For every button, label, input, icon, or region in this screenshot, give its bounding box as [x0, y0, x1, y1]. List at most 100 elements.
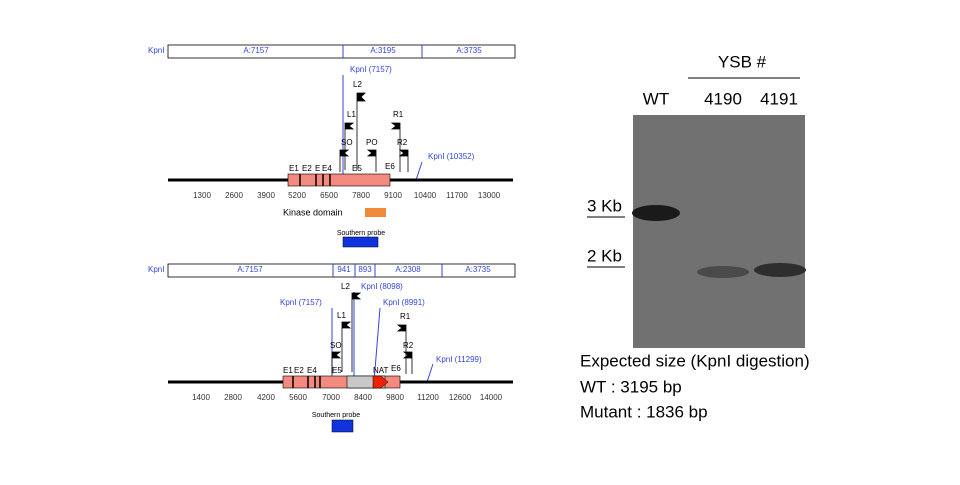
fragment: 941: [337, 265, 351, 274]
exon-label: E: [315, 164, 320, 173]
primer-label: R2: [403, 341, 414, 350]
exon-label: E2: [294, 366, 304, 375]
southern-blot: YSB # WT 4190 4191 3 Kb 2 Kb: [587, 52, 806, 348]
legend-label: Southern probe: [337, 230, 385, 237]
primer-label: SO: [341, 138, 353, 147]
primer: [398, 149, 409, 172]
exon-label: E4: [307, 366, 317, 375]
enzyme-label: KpnI: [148, 46, 164, 55]
exon-label: E6: [391, 364, 401, 373]
fragment: 893: [358, 265, 372, 274]
fragment: A:7157: [243, 46, 269, 55]
southern-probe: [331, 419, 354, 433]
site-line: [415, 161, 423, 181]
caption-line: Expected size (KpnI digestion): [580, 351, 810, 370]
scale-label: 11200: [417, 393, 439, 402]
primer: [331, 351, 342, 374]
primer: [390, 122, 401, 172]
site-line: [426, 363, 434, 383]
primer: [402, 351, 413, 374]
scale-label: 2600: [225, 191, 243, 200]
restriction-bar: [167, 44, 516, 59]
site-label: KpnI (11299): [436, 355, 482, 364]
blot-image: [633, 115, 805, 348]
legend-label: Southern probe: [312, 412, 360, 419]
site-label: KpnI (8098): [361, 282, 403, 291]
fragment: A:7157: [237, 265, 263, 274]
primer-label: R1: [393, 110, 404, 119]
site-label: KpnI (10352): [428, 152, 475, 161]
primer-label: R2: [397, 138, 408, 147]
scale-label: 1400: [192, 393, 210, 402]
primer-label: PO: [366, 138, 378, 147]
band: [632, 205, 680, 221]
scale-label: 1300: [193, 191, 211, 200]
fragment: A:3735: [456, 46, 482, 55]
primer: [341, 321, 352, 372]
primer: [344, 122, 355, 170]
primer: [396, 324, 407, 374]
scale-label: 12600: [449, 393, 472, 402]
scale-label: 4200: [257, 393, 275, 402]
site-label: KpnI (7157): [350, 65, 392, 74]
fragment: A:2308: [395, 265, 421, 274]
southern-probe: [342, 236, 379, 248]
size-marker: 3 Kb: [587, 196, 622, 215]
primer-label: L1: [337, 311, 346, 320]
lane-label: 4191: [760, 89, 798, 108]
scale-label: 5600: [289, 393, 307, 402]
primer-label: SO: [330, 341, 342, 350]
scale-label: 7800: [352, 191, 370, 200]
restriction-bar: [167, 263, 516, 278]
primer-label: L2: [341, 282, 350, 291]
size-marker: 2 Kb: [587, 246, 622, 265]
kinase-domain: [365, 208, 386, 217]
caption-line: Mutant : 1836 bp: [580, 402, 708, 421]
scale-label: 13000: [478, 191, 501, 200]
band: [754, 263, 806, 277]
scale-label: 8400: [354, 393, 372, 402]
top-map: KpnI A:7157 A:3195 A:3735 KpnI (7157) Kp…: [148, 44, 516, 248]
site-label: KpnI (8991): [383, 298, 425, 307]
fragment: A:3735: [465, 265, 491, 274]
exon-label: E6: [385, 162, 395, 171]
primer-label: L2: [353, 80, 362, 89]
scale-label: 7000: [322, 393, 340, 402]
site-line: [373, 307, 381, 383]
exon-label: E2: [302, 164, 312, 173]
fragment: A:3195: [370, 46, 396, 55]
exon-label: E4: [322, 164, 332, 173]
caption-line: WT : 3195 bp: [580, 377, 682, 396]
lane-label: 4190: [704, 89, 742, 108]
lane-header: YSB #: [718, 52, 767, 71]
exon-label: E5: [332, 366, 342, 375]
primer: [351, 292, 362, 372]
exon-label: E1: [289, 164, 299, 173]
exon-label: E5: [352, 164, 362, 173]
band: [697, 266, 749, 278]
primer: [366, 149, 377, 172]
exon-label: NAT: [373, 366, 389, 375]
lane-label: WT: [643, 89, 669, 108]
scale-label: 14000: [480, 393, 503, 402]
scale-label: 5200: [288, 191, 306, 200]
nat-marker: [372, 375, 389, 389]
scale-label: 10400: [414, 191, 437, 200]
scale-label: 11700: [446, 191, 468, 200]
legend-label: Kinase domain: [283, 207, 343, 217]
primer: [356, 92, 366, 170]
scale-label: 9800: [386, 393, 404, 402]
scale-label: 3900: [257, 191, 275, 200]
caption: Expected size (KpnI digestion) WT : 3195…: [580, 351, 810, 421]
enzyme-label: KpnI: [148, 265, 164, 274]
bottom-map: KpnI A:7157 941 893 A:2308 A:3735 KpnI (…: [148, 263, 516, 433]
exon-label: E1: [283, 366, 293, 375]
gene: [287, 173, 391, 187]
site-label: KpnI (7157): [280, 298, 322, 307]
scale-label: 6500: [320, 191, 338, 200]
primer: [339, 149, 350, 172]
scale-label: 2800: [224, 393, 242, 402]
primer-label: L1: [347, 110, 356, 119]
primer-label: R1: [400, 312, 411, 321]
